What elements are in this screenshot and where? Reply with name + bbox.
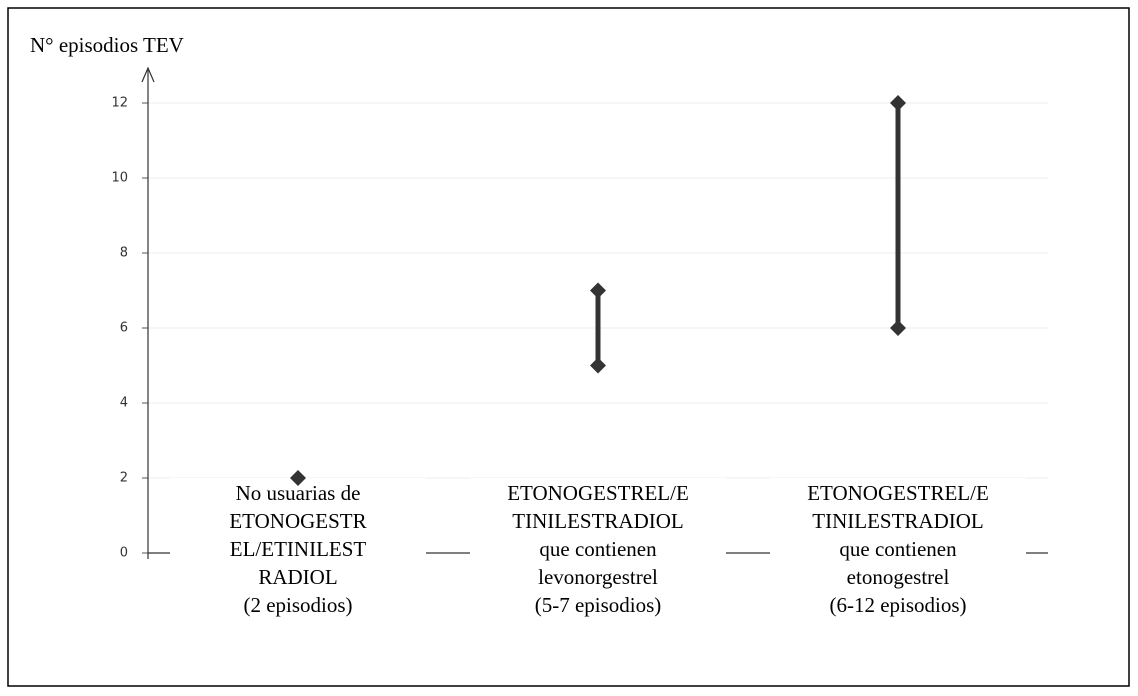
diamond-marker bbox=[290, 470, 306, 486]
x-tick-label: EL/ETINILEST bbox=[230, 537, 367, 561]
y-tick-label: 10 bbox=[111, 171, 128, 186]
x-tick-label: TINILESTRADIOL bbox=[512, 509, 683, 533]
y-tick-label: 6 bbox=[120, 321, 128, 336]
x-tick-label: que contienen bbox=[839, 537, 957, 561]
x-tick-label: ETONOGESTR bbox=[229, 509, 366, 533]
y-tick-label: 8 bbox=[120, 246, 128, 261]
label-background bbox=[470, 478, 726, 620]
y-axis-title: N° episodios TEV bbox=[30, 33, 184, 57]
y-tick-label: 12 bbox=[111, 96, 128, 111]
y-tick-label: 0 bbox=[120, 546, 128, 561]
x-tick-label: (6-12 episodios) bbox=[829, 593, 966, 617]
y-tick-label: 4 bbox=[120, 396, 128, 411]
y-axis-arrow bbox=[141, 66, 155, 83]
x-tick-label: levonorgestrel bbox=[538, 565, 658, 589]
diamond-marker bbox=[890, 320, 906, 336]
label-background bbox=[770, 478, 1026, 620]
x-tick-label: TINILESTRADIOL bbox=[812, 509, 983, 533]
diamond-marker bbox=[590, 282, 606, 299]
diamond-marker bbox=[890, 95, 906, 111]
y-tick-label: 2 bbox=[120, 471, 128, 486]
x-tick-label: (2 episodios) bbox=[243, 593, 352, 617]
x-tick-label: (5-7 episodios) bbox=[535, 593, 662, 617]
x-tick-label: que contienen bbox=[539, 537, 657, 561]
diamond-marker bbox=[590, 357, 606, 374]
x-tick-label: ETONOGESTREL/E bbox=[507, 481, 689, 505]
x-tick-label: ETONOGESTREL/E bbox=[807, 481, 989, 505]
x-tick-label: RADIOL bbox=[258, 565, 337, 589]
label-background bbox=[170, 478, 426, 620]
x-tick-label: etonogestrel bbox=[847, 565, 950, 589]
